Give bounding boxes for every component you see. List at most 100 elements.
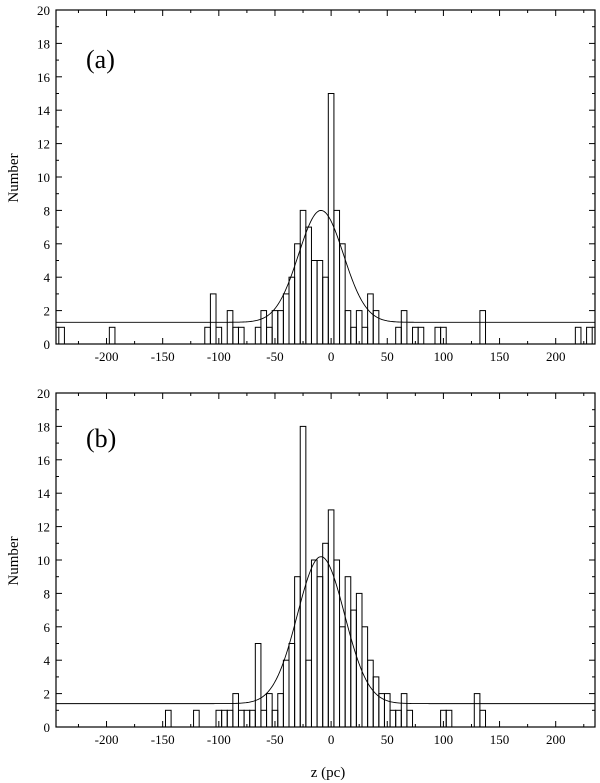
- histogram-bar: [417, 326, 425, 345]
- y-tick-label: 18: [37, 419, 50, 434]
- histogram-bar: [209, 293, 217, 345]
- x-tick-label: 200: [546, 349, 566, 364]
- gaussian-fit-line: [56, 209, 595, 323]
- histogram-bar: [299, 209, 307, 345]
- histogram-bar: [322, 276, 329, 345]
- y-tick-label: 16: [37, 453, 51, 468]
- histogram-bar: [260, 310, 268, 345]
- y-tick-label: 20: [37, 386, 50, 401]
- histogram-bar: [221, 709, 228, 728]
- histogram-bar: [339, 243, 346, 345]
- histogram-bar: [339, 626, 346, 728]
- histogram-bar: [108, 326, 116, 345]
- histogram-bar: [586, 326, 593, 345]
- histogram-bar: [237, 326, 245, 345]
- x-tick-label: 50: [381, 732, 394, 747]
- x-tick-label: 150: [490, 732, 510, 747]
- x-axis-label: z (pc): [311, 765, 346, 781]
- histogram-bar: [305, 659, 312, 728]
- histogram-bar: [406, 709, 414, 728]
- histogram-bar: [367, 293, 374, 345]
- histogram-bar: [327, 509, 335, 728]
- y-tick-label: 14: [37, 103, 51, 118]
- histogram-bar: [350, 609, 357, 728]
- x-tick-label: 200: [546, 732, 566, 747]
- histogram-bar: [574, 326, 582, 345]
- histogram-bar: [193, 709, 200, 728]
- histogram-bar: [226, 709, 234, 728]
- x-tick-label: 150: [490, 349, 510, 364]
- y-tick-label: 8: [44, 586, 51, 601]
- y-tick-label: 12: [37, 520, 50, 535]
- y-tick-label: 0: [44, 720, 51, 735]
- x-tick-label: 100: [434, 732, 454, 747]
- y-tick-label: 12: [37, 137, 50, 152]
- histogram-bar: [305, 226, 312, 345]
- histogram-bar: [310, 260, 318, 345]
- x-tick-label: 100: [434, 349, 454, 364]
- plot-frame: [55, 9, 596, 345]
- y-tick-label: 10: [37, 170, 50, 185]
- histogram-bar: [58, 326, 65, 345]
- histogram-bar: [355, 310, 363, 345]
- x-tick-label: 0: [328, 349, 335, 364]
- histogram-bar: [400, 693, 408, 728]
- histogram-bar: [389, 709, 397, 728]
- x-tick-label: -150: [151, 349, 175, 364]
- histogram-bar: [164, 709, 172, 728]
- histogram-bar: [310, 559, 318, 728]
- histogram-bar: [355, 592, 363, 728]
- histogram-panel-a: (a) Number -200 -150 -100 -50 0 50 100 150 200 0 2…: [6, 3, 596, 364]
- x-tick-label: -100: [207, 732, 231, 747]
- histogram-bar: [367, 659, 374, 728]
- histogram-bar: [479, 709, 487, 728]
- histogram-bar: [226, 310, 234, 345]
- histogram-bar: [260, 709, 268, 728]
- histogram-bar: [322, 542, 329, 728]
- gaussian-fit-line: [56, 556, 595, 705]
- y-axis-label: Number: [6, 153, 22, 202]
- histogram-panel-b: (b) Number z (pc) -200 -150 -100 -50 0 50 100 1…: [6, 386, 596, 781]
- y-tick-label: 8: [44, 203, 51, 218]
- histogram-bar: [266, 326, 273, 345]
- histogram-bar: [288, 643, 296, 728]
- histogram-bar: [327, 93, 335, 345]
- histogram-bar: [237, 709, 245, 728]
- panel-label: (b): [86, 424, 116, 453]
- histogram-bar: [254, 643, 262, 728]
- y-tick-label: 4: [44, 653, 51, 668]
- x-tick-label: -100: [207, 349, 231, 364]
- histogram-bar: [395, 326, 402, 345]
- x-tick-label: -200: [95, 732, 119, 747]
- y-tick-label: 2: [44, 687, 51, 702]
- histogram-bar: [249, 709, 256, 728]
- histogram-bar: [434, 326, 442, 345]
- y-axis-label: Number: [6, 536, 22, 585]
- y-tick-label: 18: [37, 36, 50, 51]
- histogram-bar: [232, 326, 239, 345]
- histogram-bar: [344, 576, 352, 728]
- histogram-bar: [254, 326, 262, 345]
- y-tick-label: 10: [37, 553, 50, 568]
- y-tick-label: 6: [44, 237, 51, 252]
- y-tick-label: 14: [37, 486, 51, 501]
- histogram-bar: [282, 293, 290, 345]
- histogram-bar: [445, 709, 453, 728]
- histogram-bar: [266, 693, 273, 728]
- y-tick-label: 6: [44, 620, 51, 635]
- x-tick-label: 0: [328, 732, 335, 747]
- histogram-bar: [350, 326, 357, 345]
- histogram-bar: [288, 276, 296, 345]
- histogram-bar: [299, 425, 307, 728]
- histogram-bar: [277, 693, 284, 728]
- x-tick-label: -50: [266, 732, 283, 747]
- x-tick-label: -200: [95, 349, 119, 364]
- histogram-bar: [204, 326, 211, 345]
- y-tick-label: 20: [37, 3, 50, 18]
- histogram-bar: [361, 326, 369, 345]
- histogram-bar: [294, 576, 301, 728]
- histogram-bar: [344, 310, 352, 345]
- histogram-bar: [316, 260, 324, 345]
- histogram-bar: [232, 693, 239, 728]
